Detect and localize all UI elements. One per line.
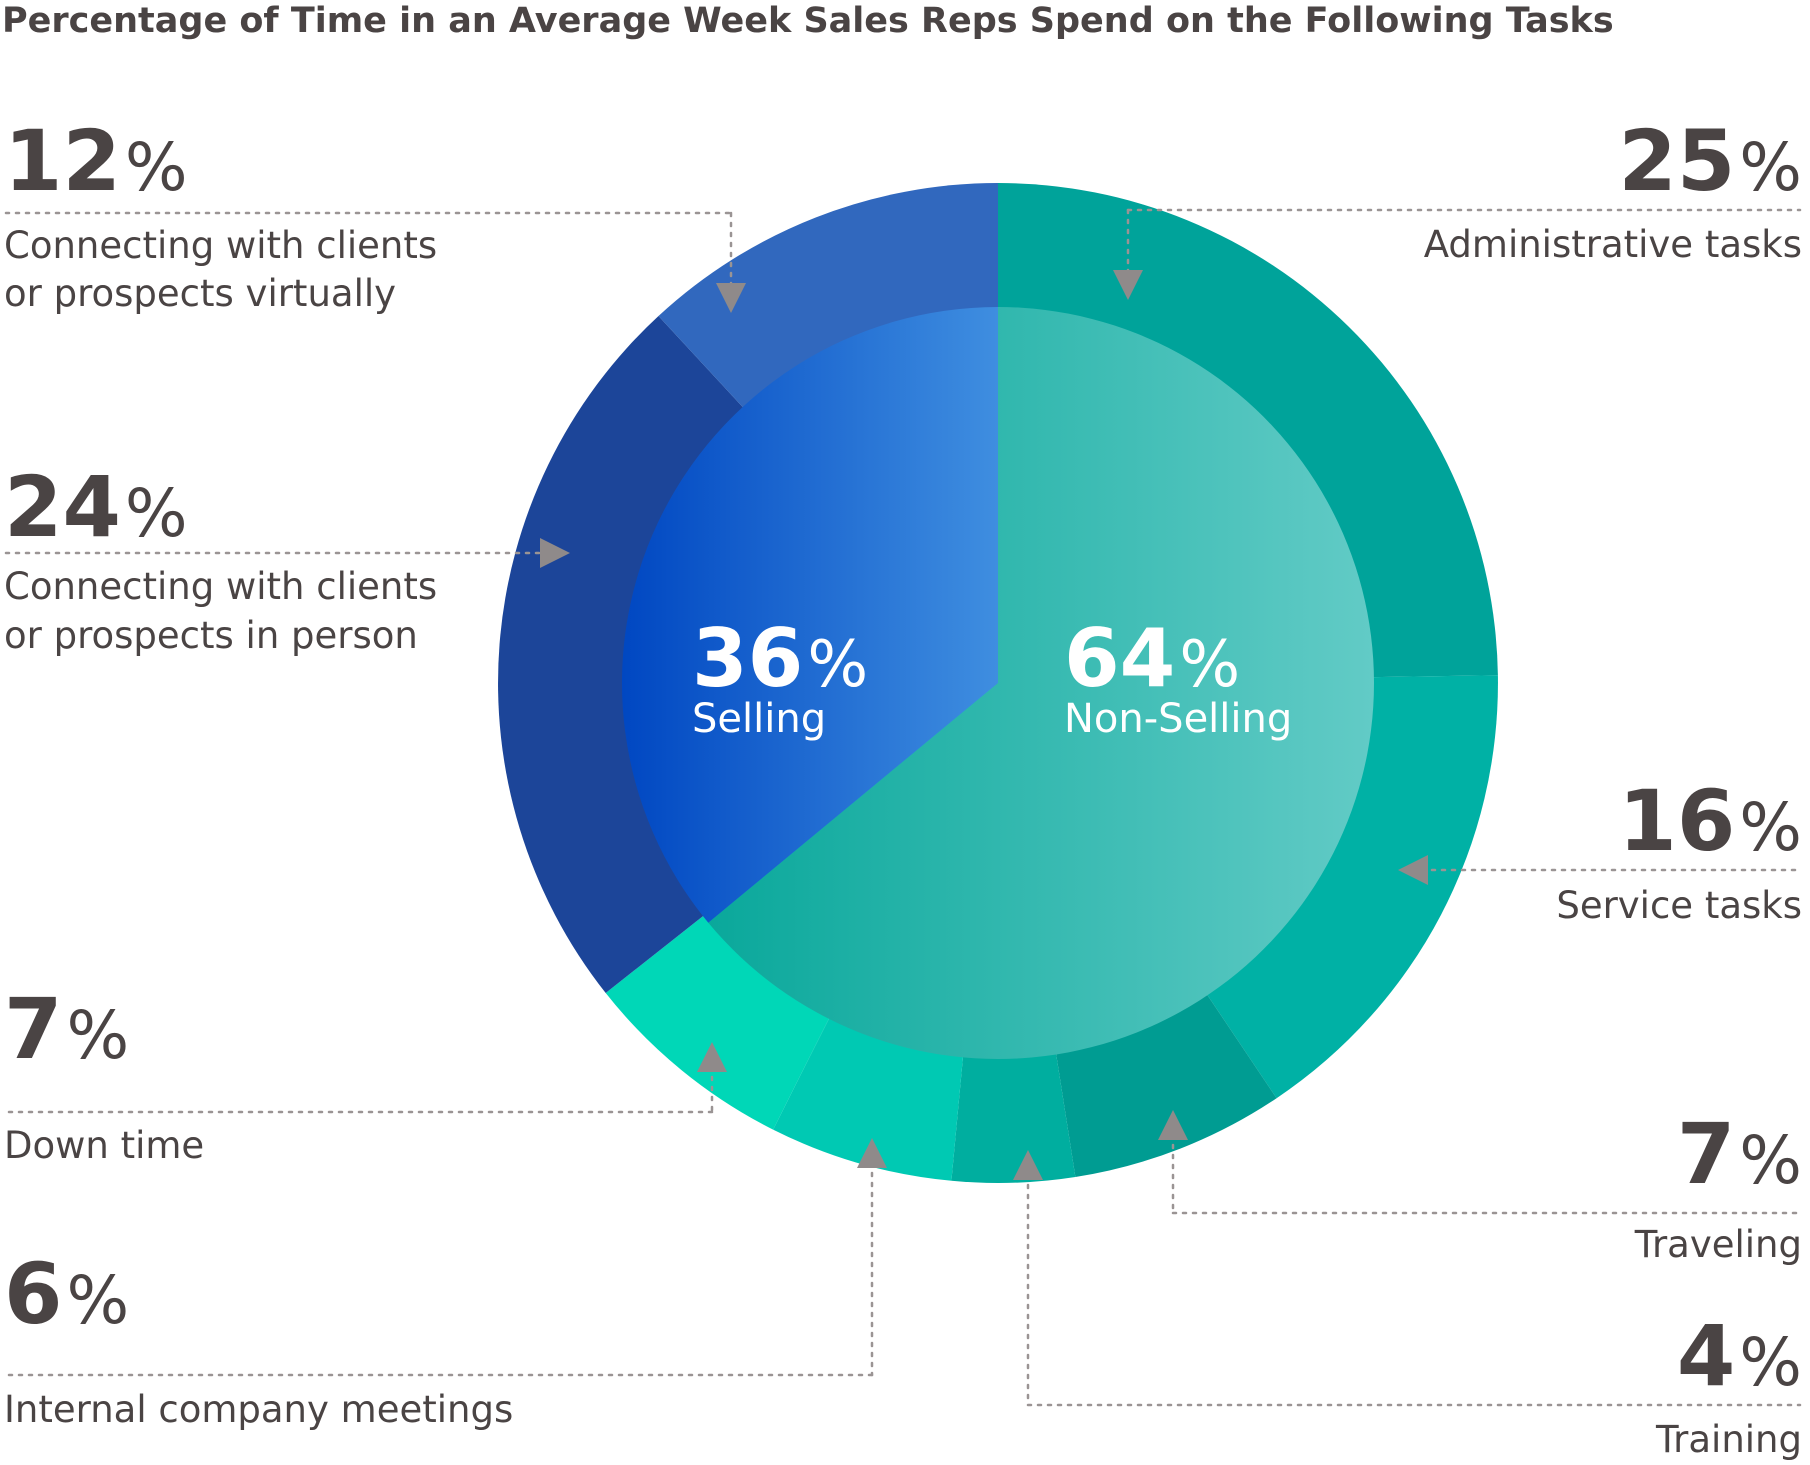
center-value-selling: 36% [692, 612, 868, 705]
value-connecting-with-clients-or-prospects-virtually: 12% [4, 112, 188, 210]
slice-labels: 25% Administrative tasks 16% Service tasks 7… [4, 112, 1802, 1461]
arrow-down-time [697, 1042, 727, 1072]
value-down-time: 7% [4, 980, 129, 1078]
label-down-time: Down time [4, 1124, 204, 1167]
inner-slice-non-selling [708, 307, 1374, 1060]
label-administrative-tasks: Administrative tasks [1424, 223, 1802, 266]
arrow-connecting-with-clients-or-prospects-in-person [540, 538, 570, 568]
value-administrative-tasks: 25% [1618, 112, 1802, 210]
inner-pie [621, 306, 1374, 1060]
value-connecting-with-clients-or-prospects-in-person: 24% [4, 458, 188, 556]
arrow-training [1013, 1150, 1043, 1180]
value-training: 4% [1677, 1307, 1802, 1405]
label-connecting-with-clients-or-prospects-in-person: Connecting with clients [4, 565, 437, 608]
inner-slice-selling [621, 306, 998, 923]
label-connecting-with-clients-or-prospects-virtually: or prospects virtually [4, 272, 396, 315]
label-traveling: Traveling [1634, 1223, 1802, 1266]
arrow-service-tasks [1398, 855, 1428, 885]
label-service-tasks: Service tasks [1556, 884, 1802, 927]
label-internal-company-meetings: Internal company meetings [4, 1388, 513, 1431]
center-label-selling: Selling [692, 696, 826, 742]
label-training: Training [1655, 1418, 1802, 1461]
center-value-non-selling: 64% [1064, 612, 1240, 705]
label-connecting-with-clients-or-prospects-virtually: Connecting with clients [4, 224, 437, 267]
value-traveling: 7% [1677, 1105, 1802, 1203]
label-connecting-with-clients-or-prospects-in-person: or prospects in person [4, 614, 418, 657]
leader-lines [4, 208, 1802, 1407]
center-labels: 36%Selling 64%Non-Selling [692, 612, 1292, 742]
arrow-internal-company-meetings [857, 1138, 887, 1168]
value-internal-company-meetings: 6% [4, 1245, 129, 1343]
arrow-connecting-with-clients-or-prospects-virtually [716, 283, 746, 313]
arrow-administrative-tasks [1113, 270, 1143, 300]
arrow-traveling [1158, 1110, 1188, 1140]
center-label-non-selling: Non-Selling [1064, 696, 1292, 742]
chart-title: Percentage of Time in an Average Week Sa… [2, 1, 1614, 41]
value-service-tasks: 16% [1618, 772, 1802, 870]
